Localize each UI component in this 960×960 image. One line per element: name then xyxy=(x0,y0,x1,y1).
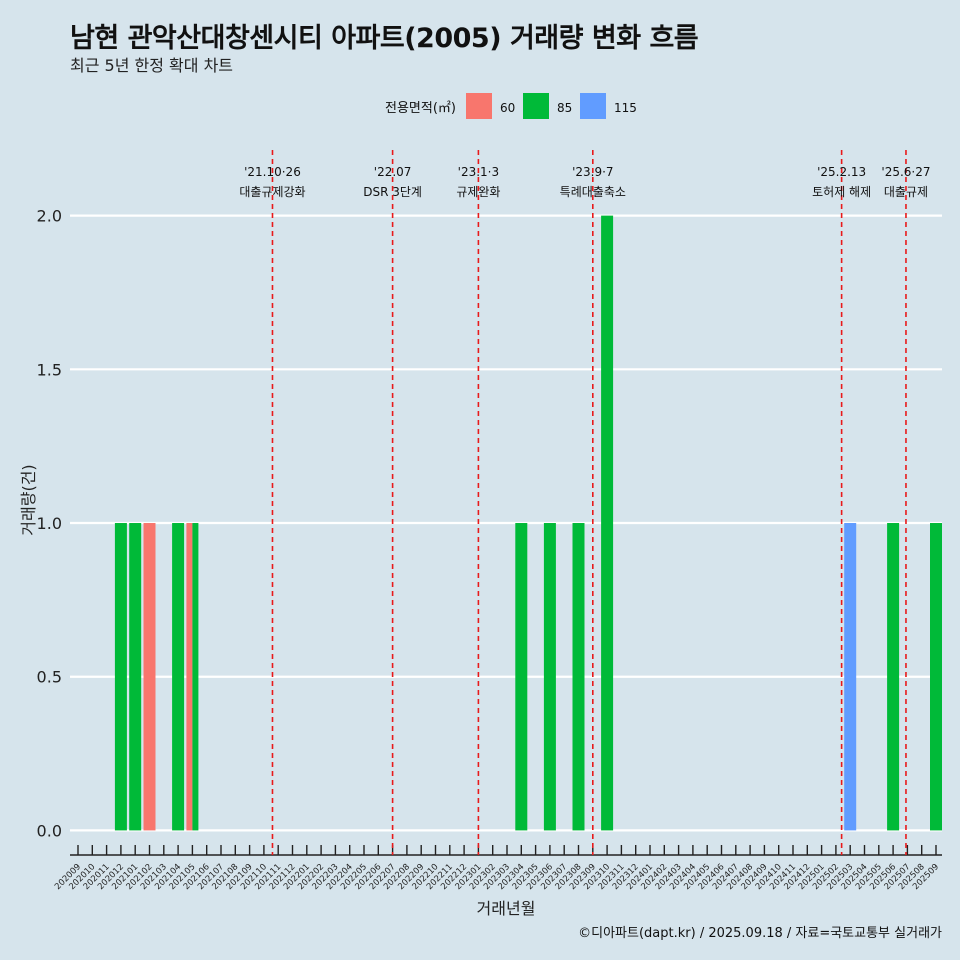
chart-subtitle: 최근 5년 한정 확대 차트 xyxy=(70,56,234,75)
event-label: 규제완화 xyxy=(456,185,500,199)
bar-202503-115 xyxy=(844,523,857,831)
bar-202105-60 xyxy=(186,523,193,831)
event-date: '21.10·26 xyxy=(244,165,301,179)
bar-202509-85 xyxy=(930,523,942,831)
y-tick-label: 1.0 xyxy=(37,514,62,533)
y-axis-title: 거래량(건) xyxy=(19,464,38,535)
bar-202306-85 xyxy=(543,523,556,831)
bar-202304-85 xyxy=(515,523,528,831)
bar-202308-85 xyxy=(572,523,585,831)
bar-202105-85 xyxy=(192,523,199,831)
bar-202012-85 xyxy=(114,523,127,831)
event-label: 대출규제 xyxy=(884,185,928,199)
event-date: '22.07 xyxy=(374,165,412,179)
bar-202506-85 xyxy=(887,523,900,831)
bar-202310-85 xyxy=(601,215,614,831)
bar-202104-85 xyxy=(172,523,185,831)
legend-label: 115 xyxy=(614,101,637,115)
y-tick-label: 1.5 xyxy=(37,360,62,379)
legend-swatch-115 xyxy=(580,93,606,119)
event-label: 대출규제강화 xyxy=(239,185,305,199)
event-label: 특례대출축소 xyxy=(560,185,626,199)
event-date: '23.9·7 xyxy=(572,165,613,179)
legend-swatch-85 xyxy=(523,93,549,119)
event-label: 토허제 해제 xyxy=(812,185,871,199)
event-label: DSR 3단계 xyxy=(363,185,422,199)
legend-label: 85 xyxy=(557,101,572,115)
bar-202102-60 xyxy=(143,523,156,831)
event-date: '25.2.13 xyxy=(817,165,866,179)
x-axis-title: 거래년월 xyxy=(477,899,536,918)
bar-202101-85 xyxy=(129,523,142,831)
legend-swatch-60 xyxy=(466,93,492,119)
y-tick-label: 2.0 xyxy=(37,207,62,226)
legend-label: 60 xyxy=(500,101,515,115)
legend-title: 전용면적(㎡) xyxy=(385,101,456,116)
y-tick-label: 0.5 xyxy=(37,668,62,687)
chart-caption: ©디아파트(dapt.kr) / 2025.09.18 / 자료=국토교통부 실… xyxy=(578,926,942,941)
y-tick-label: 0.0 xyxy=(37,821,62,840)
event-date: '23.1·3 xyxy=(458,165,499,179)
chart-title: 남현 관악산대창센시티 아파트(2005) 거래량 변화 흐름 xyxy=(70,23,699,54)
event-date: '25.6·27 xyxy=(881,165,930,179)
